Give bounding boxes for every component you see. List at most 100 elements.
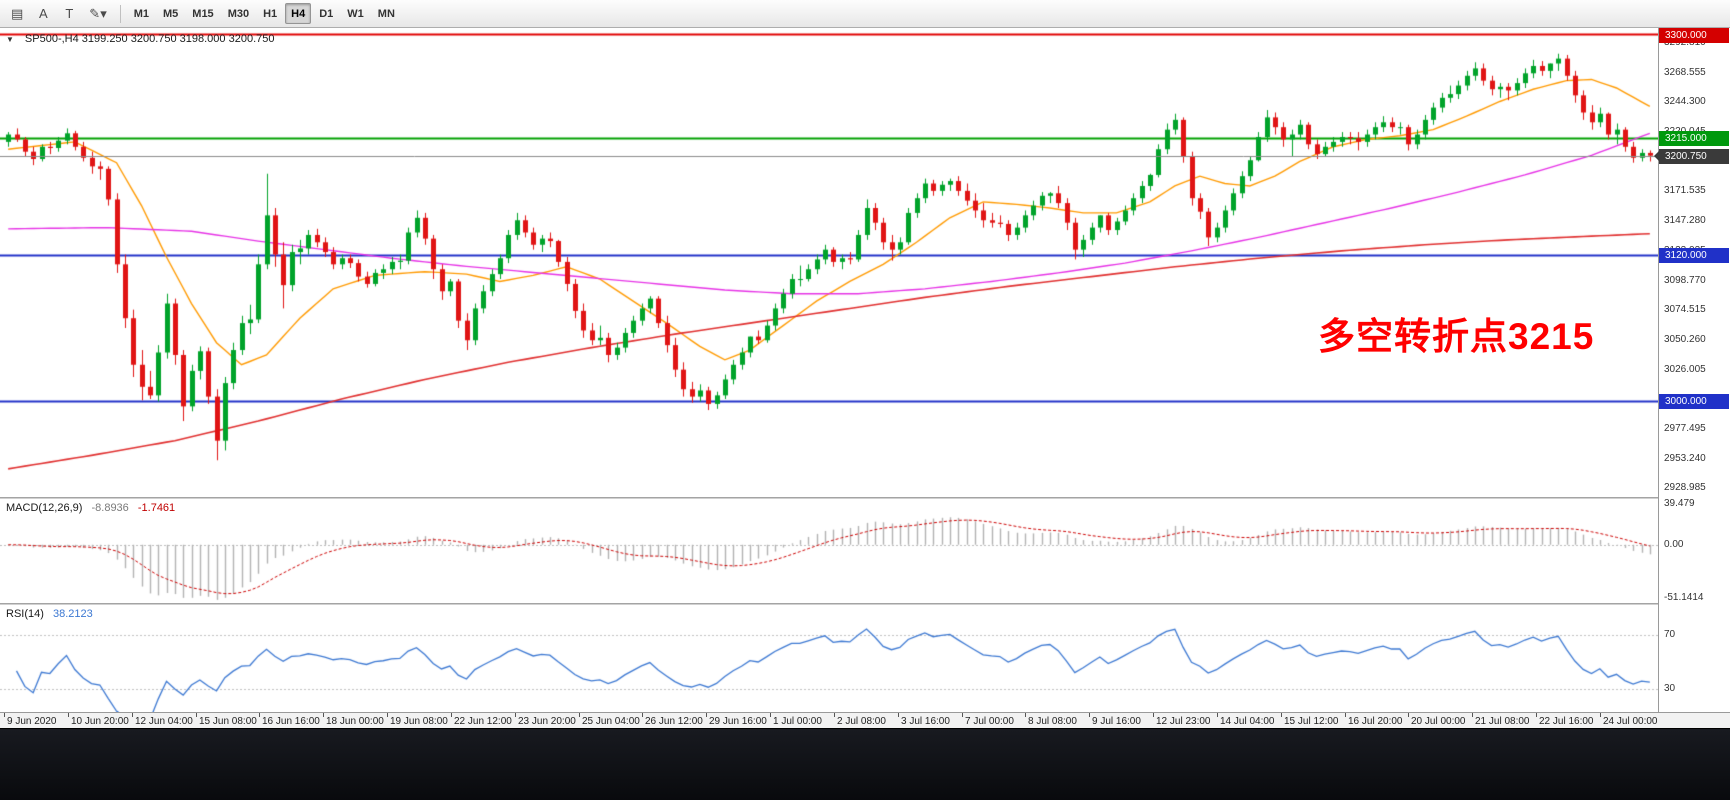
chart-area: ▼ SP500-,H4 3199.250 3200.750 3198.000 3… (0, 28, 1730, 728)
time-tick (196, 713, 197, 717)
time-axis-label: 7 Jul 00:00 (965, 716, 1014, 727)
price-axis-border (1658, 28, 1659, 712)
hline-price-badge: 3120.000 (1659, 248, 1729, 263)
time-axis-label: 16 Jul 20:00 (1348, 716, 1403, 727)
main-price-chart-canvas[interactable] (0, 28, 1658, 497)
time-tick (962, 713, 963, 717)
current-price-badge: 3200.750 (1654, 149, 1729, 164)
price-axis-label: 2977.495 (1664, 423, 1706, 434)
time-axis-label: 12 Jun 04:00 (135, 716, 193, 727)
time-axis-label: 3 Jul 16:00 (901, 716, 950, 727)
price-axis-label: 2953.240 (1664, 453, 1706, 464)
time-axis-label: 21 Jul 08:00 (1475, 716, 1530, 727)
rsi-value: 38.2123 (52, 608, 93, 620)
panel-splitter[interactable] (0, 603, 1730, 605)
rsi-level-label: 30 (1664, 683, 1676, 694)
time-tick (132, 713, 133, 717)
price-axis-label: 3171.535 (1664, 185, 1706, 196)
time-tick (1089, 713, 1090, 717)
macd-axis-label: 0.00 (1664, 539, 1684, 550)
time-tick (642, 713, 643, 717)
chart-mode-icon[interactable]: ▤ (11, 5, 24, 21)
time-tick (1217, 713, 1218, 717)
macd-main-value: -8.8936 (91, 502, 129, 514)
price-axis-label: 3098.770 (1664, 275, 1706, 286)
price-axis-label: 3147.280 (1664, 215, 1706, 226)
current-price-arrow-icon (1654, 151, 1659, 161)
timeframe-buttons-group: M1 M5 M15 M30 H1 H4 D1 W1 MN (127, 3, 402, 24)
drawing-tools-group: ▤ A T ✎▾ (4, 3, 114, 24)
hline-price-badge: 3000.000 (1659, 394, 1729, 409)
price-axis-label: 3050.260 (1664, 334, 1706, 345)
time-tick (451, 713, 452, 717)
price-axis-label: 3074.515 (1664, 304, 1706, 315)
toolbar: ▤ A T ✎▾ M1 M5 M15 M30 H1 H4 D1 W1 MN (0, 0, 1730, 28)
time-axis-label: 24 Jul 00:00 (1603, 716, 1658, 727)
macd-axis-label: 39.479 (1664, 498, 1695, 509)
macd-header: MACD(12,26,9) -8.8936 -1.7461 (6, 502, 181, 514)
time-axis-label: 2 Jul 08:00 (837, 716, 886, 727)
time-tick (1472, 713, 1473, 717)
time-axis-label: 12 Jul 23:00 (1156, 716, 1211, 727)
price-axis-label: 3268.555 (1664, 67, 1706, 78)
chart-text-annotation[interactable]: 多空转折点3215 (1318, 316, 1595, 357)
time-axis-label: 18 Jun 00:00 (326, 716, 384, 727)
timeframe-button-h1[interactable]: H1 (263, 7, 278, 20)
time-axis-label: 9 Jul 16:00 (1092, 716, 1141, 727)
time-axis-label: 1 Jul 00:00 (773, 716, 822, 727)
time-tick (259, 713, 260, 717)
time-axis-label: 22 Jun 12:00 (454, 716, 512, 727)
shapes-tool-icon[interactable]: ✎▾ (89, 5, 107, 21)
rsi-indicator-canvas[interactable] (0, 605, 1658, 712)
symbol-dropdown-icon[interactable]: ▼ (6, 34, 14, 44)
time-axis-label: 15 Jul 12:00 (1284, 716, 1339, 727)
rsi-level-label: 70 (1664, 629, 1676, 640)
time-axis-label: 25 Jun 04:00 (582, 716, 640, 727)
time-axis-label: 10 Jun 20:00 (71, 716, 129, 727)
rsi-label: RSI(14) (6, 608, 44, 620)
time-tick (4, 713, 5, 717)
time-tick (1153, 713, 1154, 717)
macd-label: MACD(12,26,9) (6, 502, 83, 514)
macd-axis-label: -51.1414 (1664, 592, 1704, 603)
time-axis[interactable]: 9 Jun 2020 10 Jun 20:00 12 Jun 04:00 15 Jun… (0, 712, 1730, 728)
time-tick (898, 713, 899, 717)
timeframe-button-m30[interactable]: M30 (227, 7, 250, 20)
time-axis-label: 20 Jul 00:00 (1411, 716, 1466, 727)
timeframe-button-mn[interactable]: MN (377, 7, 395, 20)
symbol-ohlc-text: SP500-,H4 3199.250 3200.750 3198.000 320… (24, 33, 275, 45)
time-tick (387, 713, 388, 717)
price-axis[interactable]: 3292.8103268.5553244.3003220.0453195.790… (1654, 28, 1730, 712)
time-tick (1025, 713, 1026, 717)
macd-indicator-canvas[interactable] (0, 499, 1658, 603)
timeframe-button-w1[interactable]: W1 (347, 7, 364, 20)
timeframe-button-d1[interactable]: D1 (319, 7, 334, 20)
time-axis-label: 15 Jun 08:00 (199, 716, 257, 727)
time-tick (706, 713, 707, 717)
chart-title: ▼ SP500-,H4 3199.250 3200.750 3198.000 3… (6, 33, 280, 45)
text-label-icon[interactable]: A (38, 6, 48, 21)
time-tick (323, 713, 324, 717)
time-axis-label: 14 Jul 04:00 (1220, 716, 1275, 727)
price-axis-label: 3026.005 (1664, 364, 1706, 375)
time-tick (770, 713, 771, 717)
timeframe-button-m15[interactable]: M15 (192, 7, 214, 20)
timeframe-button-h4[interactable]: H4 (285, 3, 312, 24)
time-tick (1600, 713, 1601, 717)
time-tick (1408, 713, 1409, 717)
time-tick (1281, 713, 1282, 717)
timeframe-button-m1[interactable]: M1 (133, 7, 149, 20)
time-axis-label: 26 Jun 12:00 (645, 716, 703, 727)
time-tick (68, 713, 69, 717)
panel-splitter[interactable] (0, 497, 1730, 499)
timeframe-button-m5[interactable]: M5 (163, 7, 179, 20)
time-tick (1345, 713, 1346, 717)
time-tick (834, 713, 835, 717)
time-axis-label: 19 Jun 08:00 (390, 716, 448, 727)
time-axis-label: 8 Jul 08:00 (1028, 716, 1077, 727)
macd-signal-value: -1.7461 (137, 502, 176, 514)
text-tool-icon[interactable]: T (65, 6, 74, 21)
time-axis-label: 16 Jun 16:00 (262, 716, 320, 727)
time-tick (579, 713, 580, 717)
